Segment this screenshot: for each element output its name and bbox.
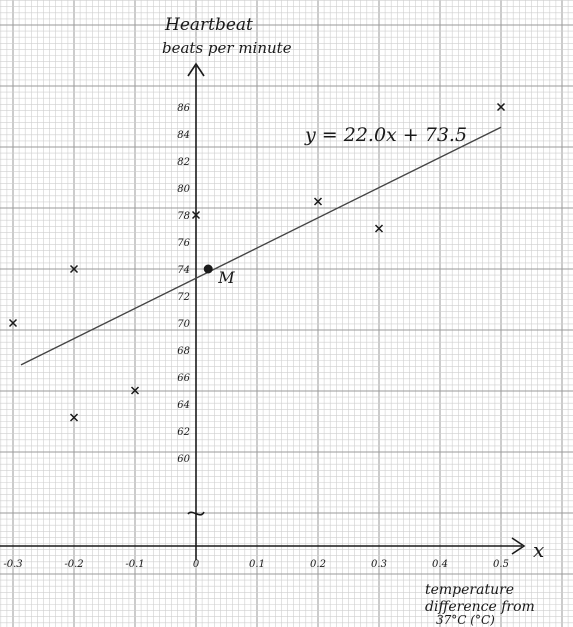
y-tick-label: 80	[177, 184, 190, 195]
x-tick-label: 0.2	[310, 559, 326, 570]
y-tick-label: 70	[177, 319, 190, 330]
mean-point-dot	[203, 264, 213, 274]
axis-break-symbol	[187, 511, 205, 516]
y-axis-title-line-1: Heartbeat	[164, 15, 253, 35]
y-tick-label: 66	[177, 373, 190, 384]
y-axis-arrow	[187, 62, 205, 77]
best-fit-line	[20, 126, 502, 366]
data-point-marker	[313, 197, 323, 206]
mean-point-label: M	[217, 268, 235, 287]
x-tick-label: 0.5	[493, 559, 509, 570]
y-axis-title-line-2: beats per minute	[162, 39, 292, 57]
data-point-marker	[130, 386, 140, 395]
x-tick-label: -0.1	[125, 559, 144, 570]
y-tick-label: 72	[177, 292, 190, 303]
data-point-marker	[191, 210, 201, 220]
equation-label: y = 22.0x + 73.5	[304, 124, 467, 146]
y-tick-label: 74	[177, 265, 190, 276]
data-point-marker	[8, 318, 18, 328]
x-axis-title-line-3: 37°C (°C)	[436, 613, 495, 627]
x-axis-title-line-2: difference from	[425, 599, 535, 615]
x-axis-arrow	[511, 537, 526, 555]
y-tick-label: 82	[177, 157, 190, 168]
y-tick-labels: 60 62 64 66 68 70 72 74 76 78 80 82 84 86	[177, 103, 190, 465]
axes	[0, 62, 526, 560]
x-tick-label: 0.1	[249, 559, 265, 570]
y-tick-label: 84	[177, 130, 190, 141]
best-fit-line-segment	[20, 126, 502, 366]
y-tick-label: 76	[177, 238, 190, 249]
data-points	[8, 102, 506, 422]
data-point-marker	[69, 413, 79, 422]
x-axis-symbol: x	[533, 538, 544, 562]
x-tick-label: -0.2	[64, 559, 83, 570]
x-tick-labels: -0.3 -0.2 -0.1 0 0.1 0.2 0.3 0.4 0.5	[3, 559, 509, 570]
y-tick-label: 64	[177, 400, 190, 411]
x-tick-label: 0	[193, 559, 200, 570]
x-axis-title-line-1: temperature	[425, 582, 514, 598]
x-tick-label: 0.4	[432, 559, 448, 570]
y-tick-label: 78	[177, 211, 190, 222]
data-point-marker	[374, 224, 384, 233]
data-point-marker	[496, 102, 506, 112]
y-tick-label: 62	[177, 427, 190, 438]
x-tick-label: 0.3	[371, 559, 387, 570]
y-tick-label: 60	[177, 454, 190, 465]
data-point-marker	[69, 264, 79, 274]
mean-point: M	[203, 264, 235, 287]
y-tick-label: 86	[177, 103, 190, 114]
y-tick-label: 68	[177, 346, 190, 357]
x-tick-label: -0.3	[3, 559, 22, 570]
